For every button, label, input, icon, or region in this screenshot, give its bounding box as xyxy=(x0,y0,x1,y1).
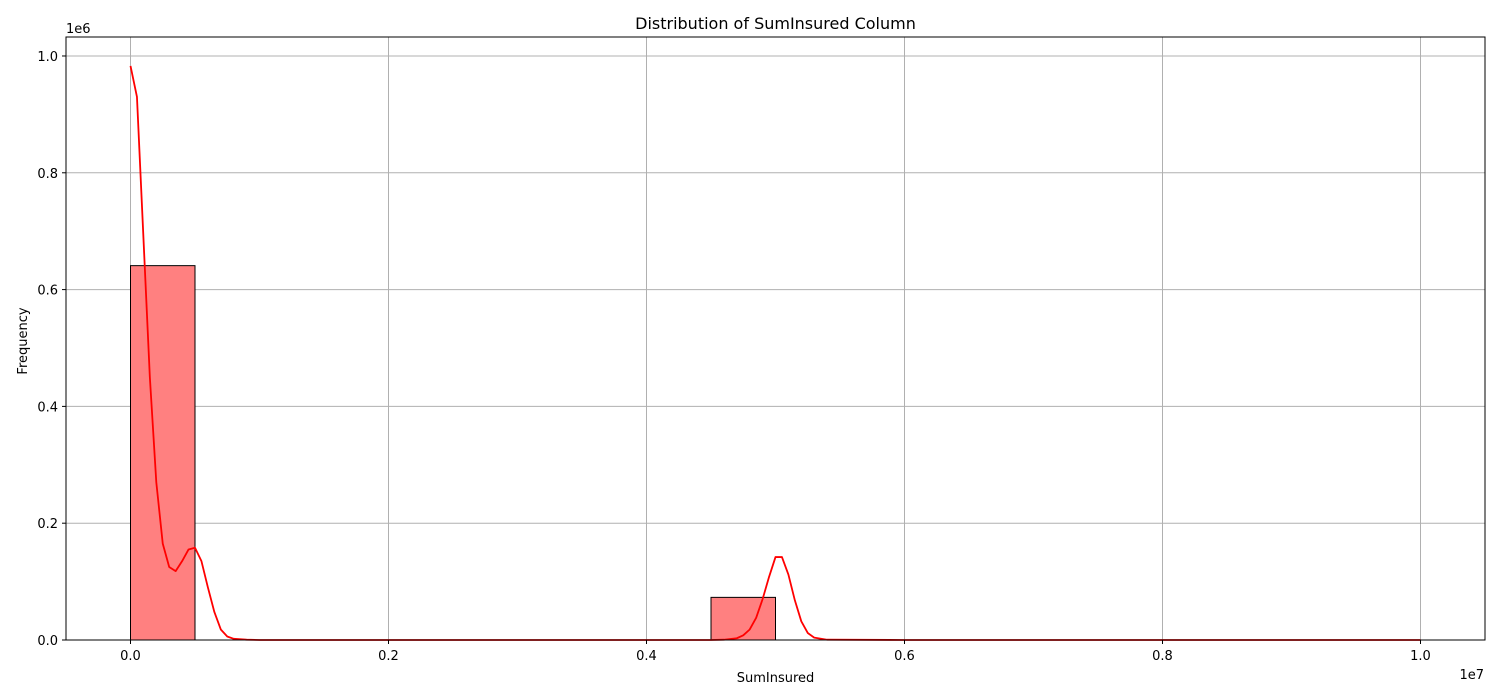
y-axis-offset-label: 1e6 xyxy=(66,22,91,37)
y-tick-label-3: 0.6 xyxy=(37,284,58,299)
histogram-bar-1 xyxy=(710,596,776,641)
axes-frame xyxy=(65,36,1486,641)
y-axis-ticks: 0.0 0.2 0.4 0.6 0.8 1.0 xyxy=(37,50,66,649)
y-axis-label: Frequency xyxy=(16,307,31,374)
y-tick-label-5: 1.0 xyxy=(37,50,58,65)
x-tick-label-1: 0.2 xyxy=(378,649,399,664)
x-axis-offset-label: 1e7 xyxy=(1459,668,1484,683)
histogram-bars xyxy=(130,265,776,641)
x-tick-label-5: 1.0 xyxy=(1410,649,1431,664)
x-tick-label-0: 0.0 xyxy=(120,649,141,664)
x-axis-label: SumInsured xyxy=(737,671,815,686)
y-tick-label-1: 0.2 xyxy=(37,517,58,532)
y-tick-label-4: 0.8 xyxy=(37,167,58,182)
x-tick-label-4: 0.8 xyxy=(1152,649,1173,664)
y-tick-label-0: 0.0 xyxy=(37,634,58,649)
y-tick-label-2: 0.4 xyxy=(37,400,58,415)
x-axis-ticks: 0.0 0.2 0.4 0.6 0.8 1.0 xyxy=(120,640,1431,664)
histogram-bar-0 xyxy=(130,265,196,641)
x-tick-label-3: 0.6 xyxy=(894,649,915,664)
chart-title: Distribution of SumInsured Column xyxy=(635,14,916,33)
x-tick-label-2: 0.4 xyxy=(636,649,657,664)
